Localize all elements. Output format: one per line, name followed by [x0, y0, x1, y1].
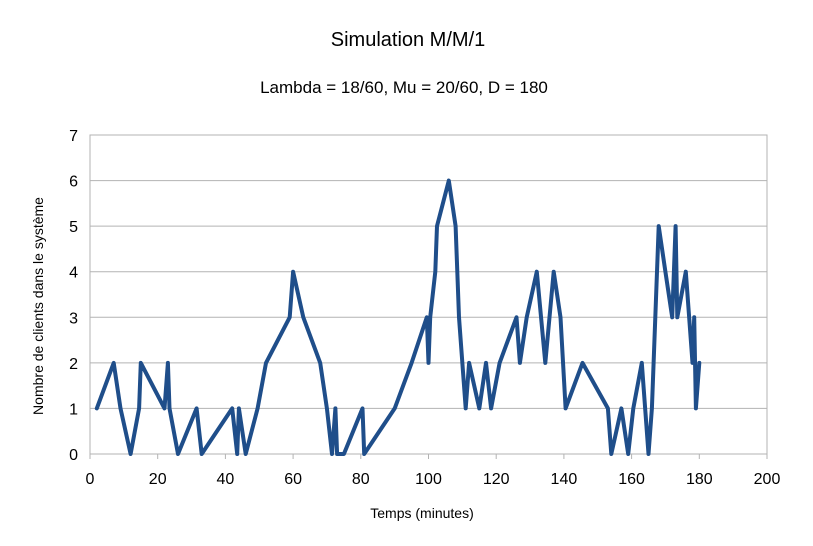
x-tick-label: 60	[284, 471, 302, 488]
x-tick-label: 20	[149, 471, 167, 488]
x-tick-label: 100	[415, 471, 442, 488]
y-axis-ticks: 0 1 2 3 4 5 6 7	[69, 128, 78, 464]
gridlines	[90, 134, 767, 455]
x-tick-label: 160	[618, 471, 645, 488]
y-tick-label: 0	[69, 447, 78, 464]
y-tick-label: 3	[69, 310, 78, 327]
x-tick-label: 80	[352, 471, 370, 488]
y-tick-label: 6	[69, 174, 78, 191]
x-tick-label: 0	[86, 471, 95, 488]
x-tick-label: 200	[754, 471, 781, 488]
x-axis-title: Temps (minutes)	[370, 505, 473, 521]
y-axis-title: Nombre de clients dans le système	[30, 197, 46, 415]
y-tick-label: 2	[69, 356, 78, 373]
x-axis-ticks: 0 20 40 60 80 100 120 140 160 180 200	[86, 454, 781, 488]
y-tick-label: 1	[69, 401, 78, 418]
x-tick-label: 40	[217, 471, 235, 488]
x-tick-label: 180	[686, 471, 713, 488]
chart-subtitle: Lambda = 18/60, Mu = 20/60, D = 180	[260, 78, 548, 97]
plot-area-border	[89, 134, 768, 455]
y-tick-label: 4	[69, 265, 78, 282]
y-tick-label: 7	[69, 128, 78, 145]
chart-title: Simulation M/M/1	[331, 29, 486, 51]
x-tick-label: 140	[551, 471, 578, 488]
y-tick-label: 5	[69, 219, 78, 236]
series-layer	[94, 178, 702, 456]
x-tick-label: 120	[483, 471, 510, 488]
series-line-0	[94, 178, 702, 456]
